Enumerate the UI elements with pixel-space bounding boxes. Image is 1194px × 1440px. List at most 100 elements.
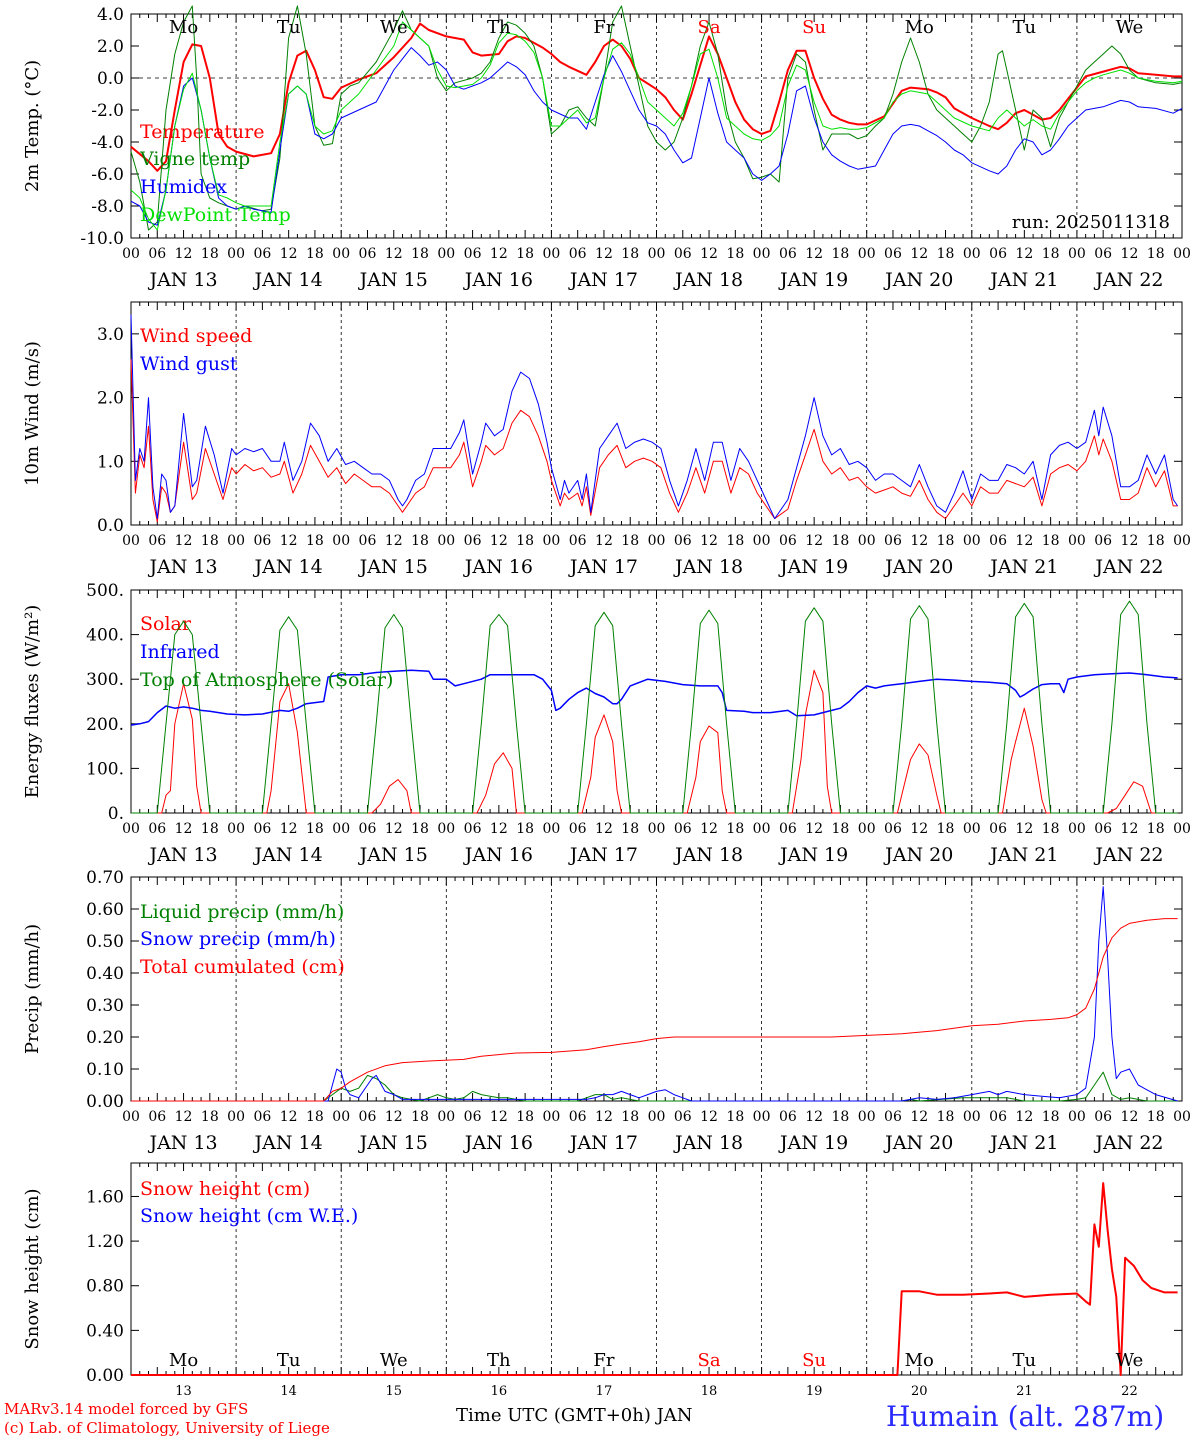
legend-entry: Wind gust (140, 353, 238, 375)
weekday-label: We (380, 17, 408, 38)
hour-tick-label: 12 (700, 246, 718, 262)
date-label: JAN 13 (147, 1132, 217, 1154)
y-axis-label: 10m Wind (m/s) (22, 341, 43, 486)
hour-tick-label: 00 (332, 533, 350, 549)
weekday-label: Th (487, 1350, 511, 1371)
hour-tick-label: 18 (201, 821, 219, 837)
hour-tick-label: 06 (989, 821, 1007, 837)
date-label: JAN 19 (778, 844, 848, 866)
hour-tick-label: 00 (648, 533, 666, 549)
hour-tick-label: 18 (937, 246, 955, 262)
hour-tick-label: 06 (359, 1109, 377, 1125)
hour-tick-label: 12 (175, 821, 193, 837)
legend-entry: Temperature (140, 121, 264, 143)
date-label: JAN 16 (463, 844, 533, 866)
series-line-temperature (130, 22, 1182, 172)
date-label: JAN 21 (988, 1132, 1058, 1154)
y-tick-label: 1.60 (86, 1187, 124, 1207)
hour-tick-label: 18 (726, 1109, 744, 1125)
hour-tick-label: 00 (332, 246, 350, 262)
hour-tick-label: 00 (227, 246, 245, 262)
hour-tick-label: 06 (253, 246, 271, 262)
hour-tick-label: 00 (648, 821, 666, 837)
hour-tick-label: 06 (359, 821, 377, 837)
date-label: JAN 22 (1093, 556, 1163, 578)
hour-tick-label: 18 (516, 821, 534, 837)
date-label: JAN 21 (988, 556, 1058, 578)
day-number-label: 18 (701, 1384, 718, 1399)
hour-tick-label: 18 (832, 821, 850, 837)
y-tick-label: -6.0 (91, 165, 124, 185)
y-tick-label: 3.0 (97, 325, 124, 345)
y-tick-label: 0.50 (86, 932, 124, 952)
y-tick-label: 0.00 (86, 1366, 124, 1386)
hour-tick-label: 12 (280, 533, 298, 549)
hour-tick-label: 12 (385, 821, 403, 837)
y-tick-label: 0.0 (97, 69, 124, 89)
hour-tick-label: 00 (122, 1109, 140, 1125)
hour-tick-label: 00 (858, 246, 876, 262)
date-label: JAN 19 (778, 556, 848, 578)
hour-tick-label: 06 (989, 1109, 1007, 1125)
hour-tick-label: 00 (227, 1109, 245, 1125)
hour-tick-label: 12 (910, 246, 928, 262)
y-tick-label: 4.0 (97, 5, 124, 25)
date-label: JAN 18 (673, 1132, 743, 1154)
day-number-label: 22 (1121, 1384, 1138, 1399)
hour-tick-label: 06 (989, 246, 1007, 262)
weekday-label: Su (802, 17, 826, 38)
hour-tick-label: 00 (332, 1109, 350, 1125)
weekday-label: Tu (277, 1350, 301, 1371)
hour-tick-label: 12 (280, 821, 298, 837)
date-label: JAN 17 (568, 556, 638, 578)
legend-entry: Snow height (cm W.E.) (140, 1205, 358, 1227)
hour-tick-label: 00 (963, 533, 981, 549)
hour-tick-label: 18 (621, 821, 639, 837)
hour-tick-label: 00 (1173, 1109, 1191, 1125)
weekday-label: Sa (698, 1350, 721, 1371)
weekday-label: Fr (593, 17, 614, 38)
date-label: JAN 15 (358, 1132, 428, 1154)
series-line-solar (131, 669, 1178, 814)
day-number-label: 16 (491, 1384, 508, 1399)
hour-tick-label: 00 (437, 821, 455, 837)
hour-tick-label: 06 (1094, 246, 1112, 262)
y-tick-label: 0.60 (86, 900, 124, 920)
date-label: JAN 22 (1093, 844, 1163, 866)
hour-tick-label: 00 (858, 821, 876, 837)
series-line-wind-gust (130, 314, 1179, 520)
hour-tick-label: 00 (227, 533, 245, 549)
date-label: JAN 21 (988, 844, 1058, 866)
legend-entry: Wind speed (140, 325, 252, 347)
hour-tick-label: 00 (963, 821, 981, 837)
hour-tick-label: 18 (201, 1109, 219, 1125)
hour-tick-label: 18 (306, 1109, 324, 1125)
hour-tick-label: 00 (1068, 821, 1086, 837)
date-label: JAN 13 (147, 556, 217, 578)
hour-tick-label: 12 (490, 1109, 508, 1125)
y-tick-label: -2.0 (91, 101, 124, 121)
hour-tick-label: 12 (1121, 533, 1139, 549)
hour-tick-label: 12 (1121, 246, 1139, 262)
hour-tick-label: 00 (437, 1109, 455, 1125)
hour-tick-label: 06 (464, 246, 482, 262)
weekday-label: Sa (698, 17, 721, 38)
time-axis-label: Time UTC (GMT+0h) JAN (456, 1405, 693, 1426)
y-axis-label: 2m Temp. (°C) (22, 60, 43, 192)
hour-tick-label: 18 (306, 246, 324, 262)
panel-frame (130, 589, 1183, 814)
weekday-label: Mo (905, 1350, 934, 1371)
hour-tick-label: 18 (726, 821, 744, 837)
date-label: JAN 19 (778, 269, 848, 291)
hour-tick-label: 00 (648, 246, 666, 262)
hour-tick-label: 12 (490, 533, 508, 549)
date-label: JAN 17 (568, 1132, 638, 1154)
date-label: JAN 13 (147, 844, 217, 866)
series-line-vigne-temp (130, 5, 1183, 231)
y-tick-label: 0.20 (86, 1028, 124, 1048)
series-line-snow-precip-mm-h- (131, 886, 1178, 1102)
hour-tick-label: 06 (1094, 821, 1112, 837)
hour-tick-label: 18 (516, 246, 534, 262)
y-tick-label: 2.0 (97, 389, 124, 409)
hour-tick-label: 06 (148, 1109, 166, 1125)
